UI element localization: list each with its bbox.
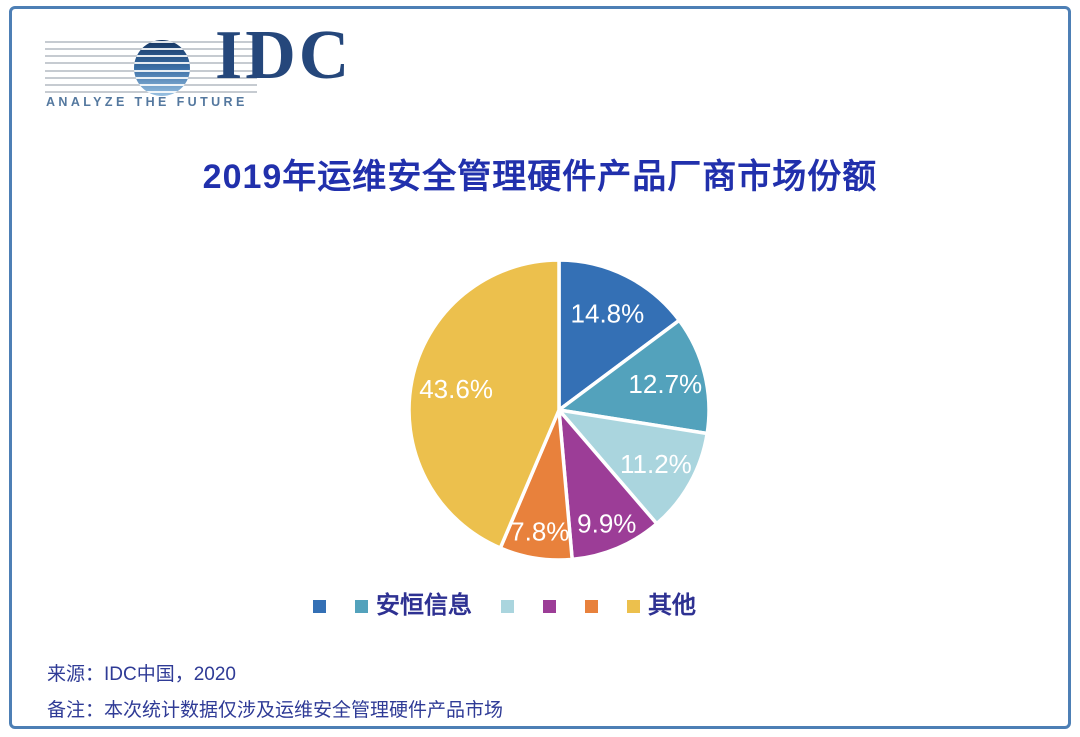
legend-swatch-2 bbox=[501, 599, 514, 613]
legend-item-4 bbox=[585, 599, 598, 613]
pie-slice-label-4: 7.8% bbox=[510, 517, 569, 547]
scope-note: 备注：本次统计数据仅涉及运维安全管理硬件产品市场 bbox=[47, 700, 504, 721]
legend-item-1: 安恒信息 bbox=[355, 594, 472, 618]
legend-item-5: 其他 bbox=[627, 594, 696, 618]
idc-logo-text: IDC bbox=[215, 17, 353, 94]
idc-globe-icon bbox=[45, 40, 257, 96]
pie-slice-0 bbox=[557, 258, 681, 412]
source-note: 来源：IDC中国，2020 bbox=[47, 664, 236, 685]
chart-legend: 安恒信息 其他 bbox=[313, 593, 696, 619]
pie-slice-label-1: 12.7% bbox=[628, 369, 702, 399]
legend-label-5: 其他 bbox=[648, 592, 696, 619]
idc-logo: IDC ANALYZE THE FUTURE bbox=[45, 21, 375, 119]
pie-slice-label-3: 9.9% bbox=[577, 508, 636, 538]
pie-slice-2 bbox=[557, 408, 709, 526]
pie-chart: 14.8% 12.7% 11.2% 9.9% 7.8% 43.6% bbox=[399, 250, 719, 570]
legend-item-2 bbox=[501, 599, 514, 613]
idc-tagline: ANALYZE THE FUTURE bbox=[46, 95, 248, 109]
pie-chart-svg: 14.8% 12.7% 11.2% 9.9% 7.8% 43.6% bbox=[407, 258, 711, 562]
page-border-frame: IDC ANALYZE THE FUTURE 2019年运维安全管理硬件产品厂商… bbox=[9, 6, 1071, 729]
legend-swatch-3 bbox=[543, 599, 556, 613]
pie-slice-3 bbox=[557, 408, 659, 562]
pie-slice-label-5: 43.6% bbox=[419, 374, 493, 404]
pie-slice-label-0: 14.8% bbox=[571, 299, 645, 329]
pie-slice-label-2: 11.2% bbox=[620, 449, 692, 479]
legend-label-1: 安恒信息 bbox=[376, 592, 472, 619]
chart-title: 2019年运维安全管理硬件产品厂商市场份额 bbox=[202, 158, 878, 196]
legend-item-0 bbox=[313, 599, 326, 613]
pie-slice-5 bbox=[407, 258, 561, 550]
pie-slice-1 bbox=[557, 318, 711, 436]
legend-item-3 bbox=[543, 599, 556, 613]
legend-swatch-5 bbox=[627, 599, 640, 613]
legend-swatch-4 bbox=[585, 599, 598, 613]
legend-swatch-1 bbox=[355, 599, 368, 613]
legend-swatch-0 bbox=[313, 599, 326, 613]
